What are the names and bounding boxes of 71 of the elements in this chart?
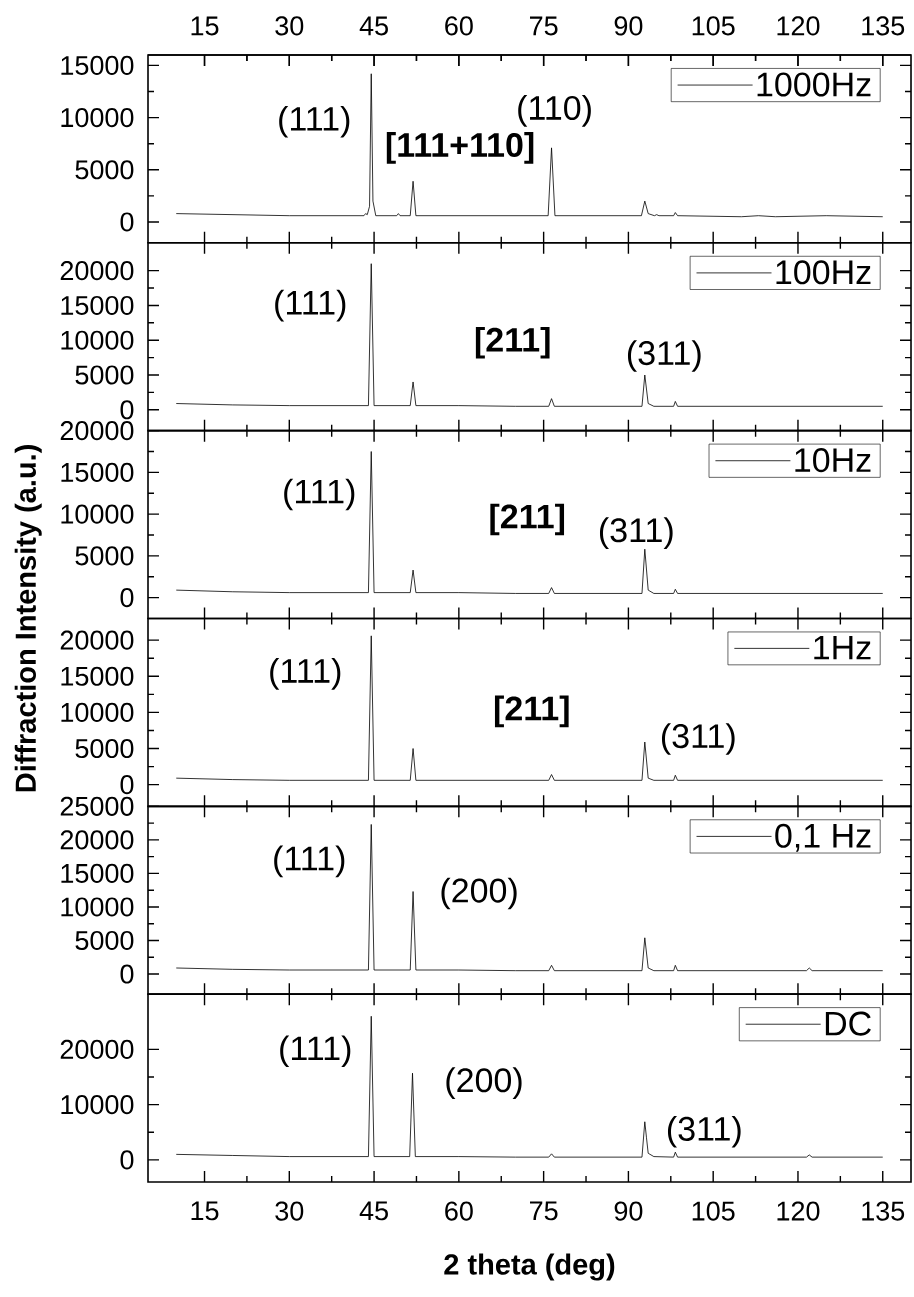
- y-tick-label: 10000: [61, 1095, 134, 1115]
- y-tick-label: 0: [120, 1150, 134, 1170]
- x2-tick-label: 30: [275, 16, 304, 36]
- x2-tick-label: 75: [530, 16, 558, 36]
- x-tick-label: 15: [191, 1201, 219, 1221]
- annotation: [211]: [475, 326, 550, 359]
- x2-tick-label: 15: [191, 16, 219, 36]
- x-tick-label: 30: [275, 1201, 304, 1221]
- annotation: [111+110]: [386, 132, 534, 164]
- y-tick-label: 5000: [75, 546, 134, 566]
- x-tick-label: 135: [862, 1201, 905, 1221]
- y-tick-label: 15000: [61, 55, 134, 75]
- x-tick-label: 105: [692, 1201, 735, 1221]
- y-tick-label: 10000: [61, 108, 134, 128]
- y-tick-label: 10000: [61, 897, 134, 917]
- y-tick-label: 5000: [75, 930, 134, 951]
- y-tick-label: 0: [120, 588, 134, 608]
- y-tick-label: 5000: [75, 365, 134, 385]
- y-tick-label: 10000: [61, 702, 134, 722]
- legend-label: 1Hz: [814, 635, 871, 660]
- annotation: (311): [627, 340, 701, 372]
- annotation: [211]: [494, 695, 569, 728]
- y-tick-label: 20000: [60, 630, 134, 650]
- y-tick-label: 5000: [75, 738, 134, 759]
- x2-tick-label: 90: [614, 16, 643, 36]
- y-tick-label: 15000: [61, 295, 134, 315]
- x2-tick-label: 60: [445, 16, 473, 36]
- annotation: (111): [274, 845, 345, 878]
- x2-tick-label: 135: [862, 16, 905, 36]
- y-tick-label: 0: [120, 775, 134, 795]
- y-tick-label: 0: [120, 400, 134, 420]
- y-tick-label: 10000: [61, 504, 134, 524]
- annotation: (200): [441, 877, 517, 910]
- y-tick-label: 20000: [60, 421, 134, 441]
- x2-tick-label: 105: [692, 16, 735, 36]
- x-tick-label: 75: [530, 1201, 558, 1221]
- annotation: (311): [661, 723, 735, 755]
- annotation: (200): [446, 1067, 522, 1099]
- annotation: (111): [279, 105, 350, 138]
- annotation: (311): [599, 517, 673, 550]
- y-tick-label: 20000: [60, 830, 134, 850]
- y-tick-label: 0: [120, 212, 134, 232]
- y-tick-label: 0: [120, 964, 134, 984]
- y-tick-label: 25000: [60, 796, 134, 816]
- x-tick-label: 90: [614, 1201, 643, 1221]
- legend-label: 1000Hz: [757, 72, 871, 97]
- legend-label: 100Hz: [776, 260, 871, 285]
- annotation: (111): [270, 657, 341, 690]
- y-axis-title: Diffraction Intensity (a.u.): [14, 445, 42, 792]
- annotation: (311): [667, 1115, 741, 1148]
- y-tick-label: 20000: [60, 1039, 134, 1059]
- annotation: (111): [280, 1035, 351, 1068]
- y-tick-label: 5000: [75, 160, 134, 180]
- y-tick-label: 15000: [61, 863, 134, 883]
- x2-tick-label: 120: [777, 16, 820, 36]
- annotation: [211]: [490, 503, 565, 536]
- x-axis-title: 2 theta (deg): [444, 1253, 615, 1281]
- y-tick-label: 15000: [61, 666, 134, 686]
- y-tick-label: 20000: [60, 261, 134, 281]
- y-tick-label: 10000: [61, 330, 134, 350]
- x-tick-label: 60: [445, 1201, 473, 1221]
- annotation: (111): [275, 289, 346, 322]
- annotation: (111): [284, 478, 355, 511]
- annotation: (110): [518, 95, 591, 127]
- x2-tick-label: 45: [359, 16, 388, 36]
- y-tick-label: 15000: [61, 462, 134, 482]
- x-tick-label: 45: [359, 1201, 388, 1221]
- legend-label: 0,1 Hz: [775, 823, 871, 852]
- legend-label: DC: [825, 1011, 871, 1036]
- legend-label: 10Hz: [795, 448, 871, 473]
- x-tick-label: 120: [777, 1201, 820, 1221]
